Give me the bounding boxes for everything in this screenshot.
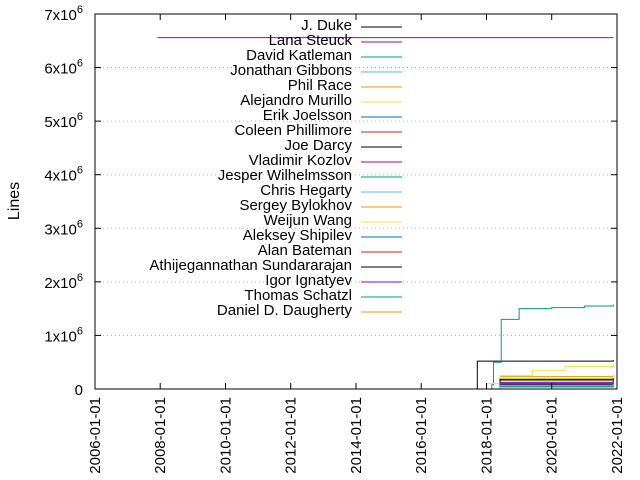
legend-label: Phil Race (288, 77, 352, 94)
y-tick-label: 4x106 (44, 165, 83, 185)
legend-label: Igor Ignatyev (265, 272, 352, 289)
x-tick-label: 2012-01-01 (283, 397, 300, 474)
legend-label: Vladimir Kozlov (249, 152, 353, 169)
y-tick-label: 1x106 (44, 325, 83, 345)
legend-label: David Katleman (246, 47, 352, 64)
legend-label: Alan Bateman (258, 242, 352, 259)
legend-label: Weijun Wang (264, 212, 352, 229)
legend-label: Joe Darcy (284, 137, 352, 154)
y-tick-label: 5x106 (44, 111, 83, 131)
y-tick-label: 7x106 (44, 4, 83, 24)
y-tick-label: 2x106 (44, 272, 83, 292)
x-tick-label: 2016-01-01 (413, 397, 430, 474)
legend-label: Jonathan Gibbons (230, 62, 352, 79)
x-tick-label: 2010-01-01 (218, 397, 235, 474)
x-axis: 2006-01-01 2008-01-01 2010-01-01 2012-01-01… (87, 14, 626, 474)
legend-label: Erik Joelsson (263, 107, 352, 124)
legend-label: Alejandro Murillo (240, 92, 352, 109)
x-tick-label: 2020-01-01 (544, 397, 561, 474)
y-axis-label: Lines (6, 182, 23, 220)
legend-label: J. Duke (301, 17, 352, 34)
grid-lines (95, 67, 617, 336)
legend-label: Daniel D. Daugherty (217, 302, 353, 319)
legend-label: Lana Steuck (269, 32, 353, 49)
legend-label: Aleksey Shipilev (243, 227, 353, 244)
legend-label: Athijegannathan Sundararajan (149, 257, 352, 274)
legend-label: Sergey Bylokhov (239, 197, 352, 214)
x-tick-label: 2014-01-01 (348, 397, 365, 474)
x-tick-label: 2008-01-01 (152, 397, 169, 474)
legend-label: Coleen Phillimore (234, 122, 352, 139)
x-tick-label: 2022-01-01 (609, 397, 626, 474)
x-tick-label: 2018-01-01 (479, 397, 496, 474)
y-tick-label: 3x106 (44, 218, 83, 238)
legend-label: Jesper Wilhelmsson (218, 167, 352, 184)
x-tick-label: 2006-01-01 (87, 397, 104, 474)
y-tick-label: 0 (75, 382, 83, 399)
y-axis: 0 1x106 2x106 3x106 4x106 5x106 6x106 7x106 (44, 4, 617, 399)
series-line (475, 304, 614, 390)
y-tick-label: 6x106 (44, 58, 83, 78)
legend-label: Thomas Schatzl (244, 287, 352, 304)
legend-label: Chris Hegarty (260, 182, 352, 199)
